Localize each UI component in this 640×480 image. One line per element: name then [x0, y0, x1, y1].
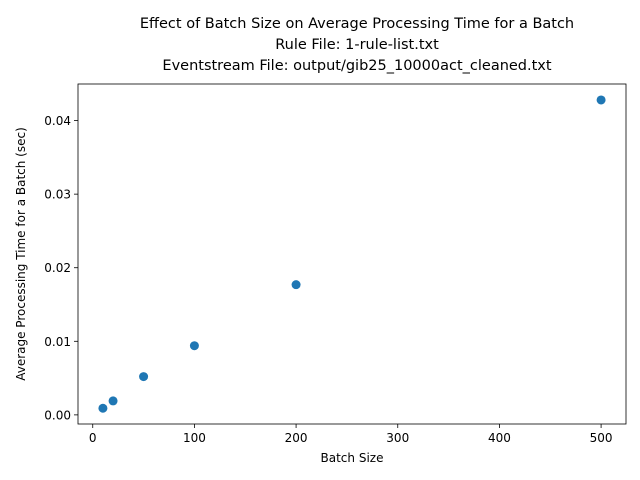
y-axis-label: Average Processing Time for a Batch (sec… [14, 127, 28, 381]
x-axis-ticks: 0 100 200 300 400 500 [89, 424, 613, 445]
x-tick-label: 300 [386, 431, 409, 445]
x-tick-label: 100 [183, 431, 206, 445]
y-tick-label: 0.02 [44, 261, 71, 275]
data-point [108, 396, 118, 406]
chart-title-line-1: Effect of Batch Size on Average Processi… [140, 16, 574, 32]
data-point [596, 95, 606, 105]
plot-area [78, 84, 626, 424]
x-tick-label: 500 [590, 431, 613, 445]
x-tick-label: 400 [488, 431, 511, 445]
y-tick-label: 0.03 [44, 188, 71, 202]
y-tick-label: 0.00 [44, 408, 71, 422]
data-points [98, 95, 606, 413]
data-point [98, 403, 108, 413]
data-point [189, 341, 199, 351]
data-point [139, 372, 149, 382]
data-point [291, 280, 301, 290]
plot-frame [77, 83, 627, 425]
chart-title-line-2: Rule File: 1-rule-list.txt [275, 37, 439, 53]
x-axis-label: Batch Size [321, 451, 384, 465]
y-tick-label: 0.04 [44, 114, 71, 128]
x-tick-label: 0 [89, 431, 97, 445]
y-tick-label: 0.01 [44, 335, 71, 349]
chart-title: Effect of Batch Size on Average Processi… [140, 16, 574, 74]
x-tick-label: 200 [285, 431, 308, 445]
y-axis-ticks: 0.00 0.01 0.02 0.03 0.04 [44, 114, 78, 422]
chart-title-line-3: Eventstream File: output/gib25_10000act_… [162, 58, 551, 74]
